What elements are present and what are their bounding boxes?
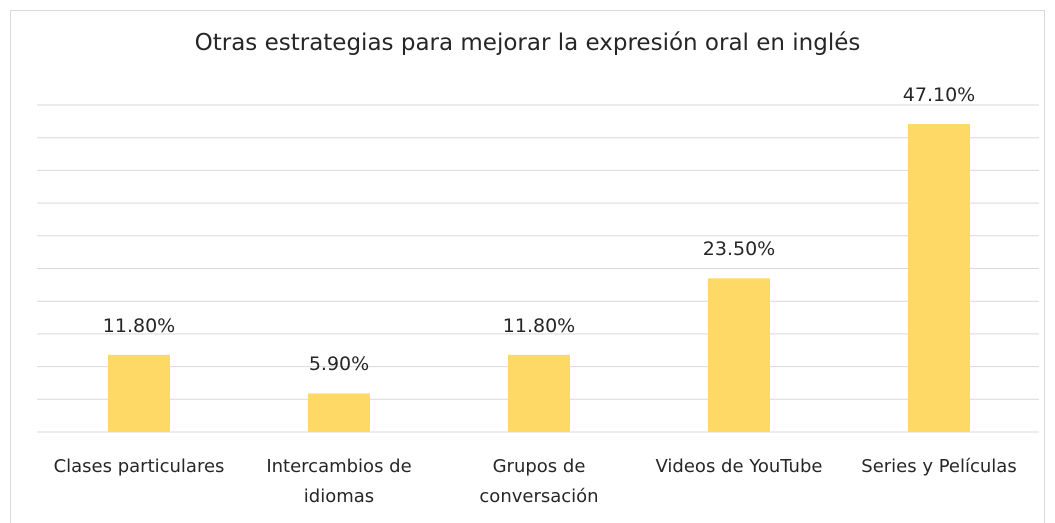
chart-title: Otras estrategias para mejorar la expres… [194, 30, 861, 56]
data-label: 47.10% [902, 83, 976, 106]
data-label: 11.80% [502, 314, 576, 337]
bar [908, 123, 970, 432]
x-tick-label: Clases particulares [53, 456, 225, 477]
x-tick-label: Series y Películas [861, 456, 1017, 477]
x-tick-label: Videos de YouTube [655, 456, 823, 477]
data-label: 5.90% [308, 353, 370, 376]
data-label: 11.80% [102, 314, 176, 337]
data-label: 23.50% [702, 238, 776, 261]
x-tick-label: Grupos de conversación [479, 456, 599, 507]
bar [308, 393, 370, 432]
bar [508, 354, 570, 432]
x-tick-label: Intercambios de idiomas [266, 456, 412, 507]
bar [108, 354, 170, 432]
bar [708, 278, 770, 432]
chart-frame [10, 10, 1045, 523]
